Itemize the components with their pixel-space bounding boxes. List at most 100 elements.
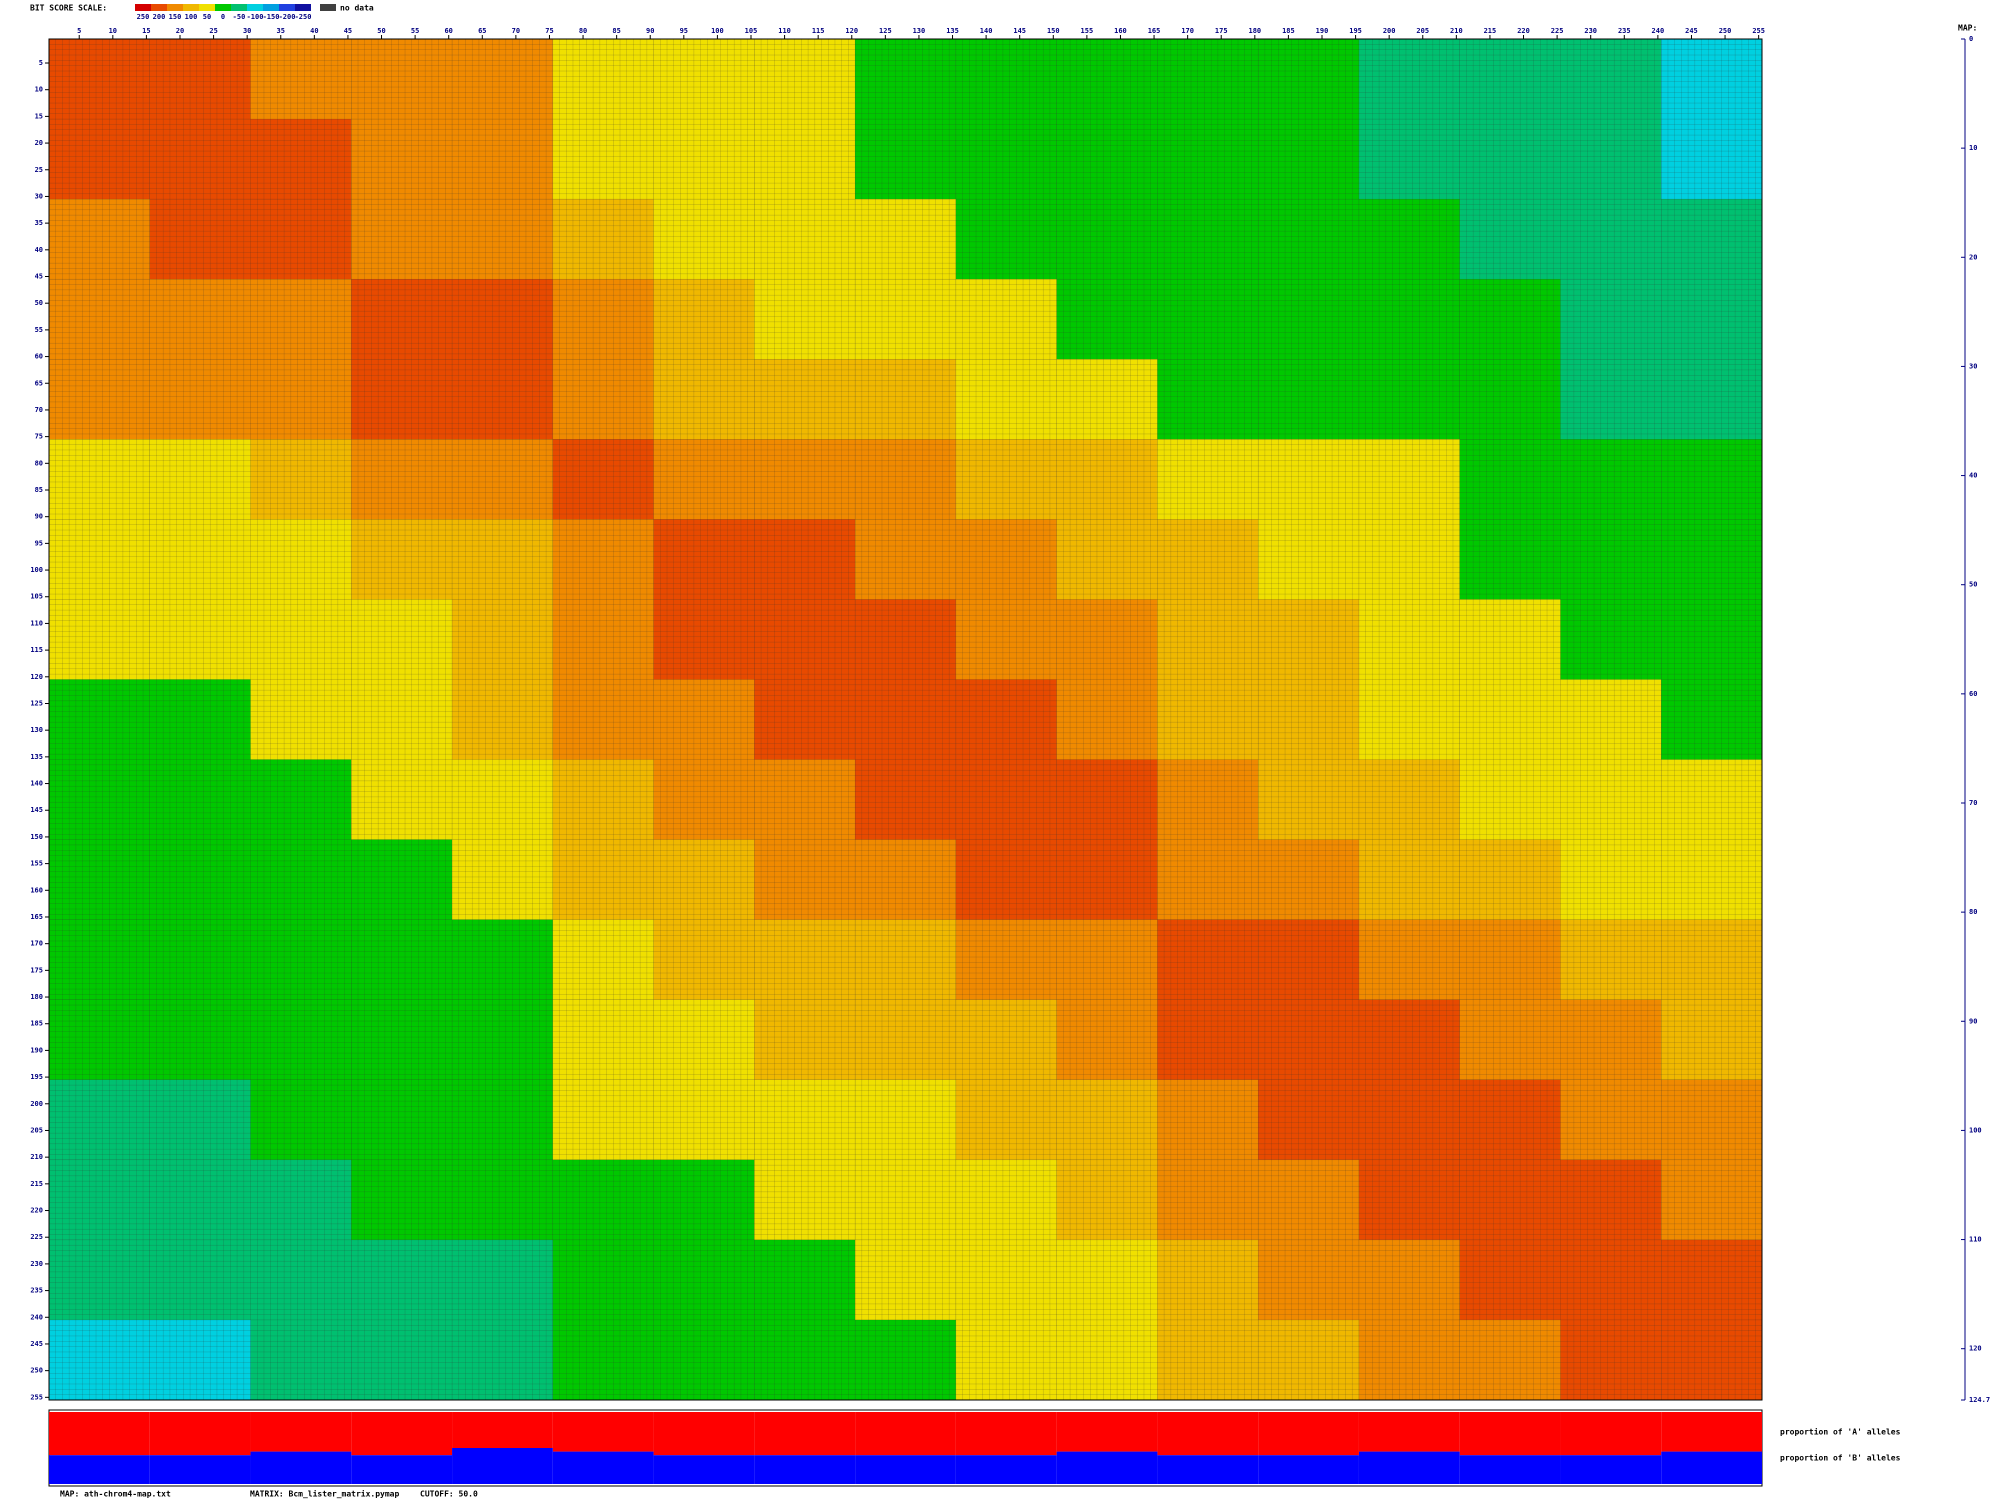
x-tick-label: 220 — [1517, 27, 1530, 35]
map-tick-label: 40 — [1969, 472, 1977, 480]
heatmap-cell — [1258, 999, 1359, 1080]
heatmap-cell — [1661, 1319, 1762, 1400]
heatmap-cell — [552, 39, 654, 120]
heatmap-cell — [1157, 199, 1259, 280]
heatmap-cell — [49, 1079, 150, 1160]
heatmap-cell — [754, 1079, 856, 1160]
y-tick-label: 220 — [30, 1207, 43, 1215]
x-tick-label: 185 — [1282, 27, 1295, 35]
heatmap-cell — [1560, 599, 1662, 680]
heatmap-cell — [855, 519, 956, 600]
heatmap-cell — [1157, 519, 1259, 600]
x-tick-label: 110 — [778, 27, 791, 35]
heatmap-cell — [250, 39, 352, 120]
heatmap-cell — [653, 999, 755, 1080]
heatmap-cell — [653, 599, 755, 680]
y-tick-label: 200 — [30, 1100, 43, 1108]
y-tick-label: 25 — [35, 166, 43, 174]
heatmap-cell — [552, 1079, 654, 1160]
heatmap-cell — [653, 759, 755, 840]
heatmap-cell — [855, 999, 956, 1080]
heatmap-cell — [49, 199, 150, 280]
heatmap-cell — [250, 519, 352, 600]
x-tick-label: 85 — [612, 27, 620, 35]
y-tick-label: 240 — [30, 1313, 43, 1321]
y-tick-label: 15 — [35, 112, 43, 120]
footer-cutoff: CUTOFF: 50.0 — [420, 1490, 478, 1499]
heatmap-cell — [955, 199, 1057, 280]
x-tick-label: 230 — [1584, 27, 1597, 35]
heatmap-cell — [351, 439, 453, 520]
allele-bar — [955, 1455, 1057, 1484]
heatmap-cell — [955, 39, 1057, 120]
y-tick-label: 105 — [30, 593, 43, 601]
y-tick-label: 55 — [35, 326, 43, 334]
heatmap-cell — [250, 1319, 352, 1400]
heatmap-cell — [1661, 1239, 1762, 1320]
heatmap-cell — [1358, 839, 1460, 920]
heatmap-cell — [149, 1239, 251, 1320]
x-tick-label: 160 — [1114, 27, 1127, 35]
heatmap-cell — [1358, 359, 1460, 440]
heatmap-cell — [552, 279, 654, 360]
heatmap-cell — [351, 919, 453, 1000]
map-tick-label: 70 — [1969, 799, 1977, 807]
allele-bar — [49, 1455, 150, 1484]
heatmap-cell — [149, 839, 251, 920]
y-tick-label: 85 — [35, 486, 43, 494]
heatmap-cell — [452, 359, 553, 440]
heatmap-cell — [250, 279, 352, 360]
heatmap-cell — [1661, 39, 1762, 120]
heatmap-cell — [351, 839, 453, 920]
y-tick-label: 100 — [30, 566, 43, 574]
heatmap-cell — [452, 999, 553, 1080]
heatmap-cell — [1661, 1079, 1762, 1160]
heatmap-cell — [1258, 1319, 1359, 1400]
heatmap-cell — [754, 199, 856, 280]
map-tick-label: 110 — [1969, 1236, 1982, 1244]
heatmap-cell — [1157, 1079, 1259, 1160]
y-tick-label: 120 — [30, 673, 43, 681]
heatmap-cell — [754, 1319, 856, 1400]
y-tick-label: 235 — [30, 1287, 43, 1295]
heatmap-cell — [754, 359, 856, 440]
heatmap-cell — [452, 519, 553, 600]
heatmap-cell — [1157, 759, 1259, 840]
y-tick-label: 125 — [30, 699, 43, 707]
map-tick-label: 0 — [1969, 35, 1973, 43]
heatmap-cell — [1560, 39, 1662, 120]
heatmap-cell — [452, 599, 553, 680]
heatmap-cell — [855, 439, 956, 520]
allele-bar — [250, 1451, 352, 1484]
heatmap-cell — [1056, 1079, 1158, 1160]
heatmap-cell — [1258, 39, 1359, 120]
heatmap-cell — [49, 119, 150, 200]
heatmap-cell — [250, 679, 352, 760]
x-tick-label: 45 — [344, 27, 352, 35]
heatmap-cell — [351, 359, 453, 440]
allele-bar — [351, 1412, 453, 1456]
heatmap-cell — [1157, 919, 1259, 1000]
y-tick-label: 90 — [35, 513, 43, 521]
heatmap-cell — [855, 1239, 956, 1320]
heatmap-cell — [955, 839, 1057, 920]
heatmap-cell — [250, 359, 352, 440]
heatmap-cell — [250, 1239, 352, 1320]
heatmap-cell — [1459, 919, 1561, 1000]
heatmap-cell — [754, 439, 856, 520]
y-tick-label: 185 — [30, 1020, 43, 1028]
heatmap-cell — [552, 919, 654, 1000]
heatmap-cell — [1459, 999, 1561, 1080]
heatmap-cell — [1157, 359, 1259, 440]
y-tick-label: 35 — [35, 219, 43, 227]
heatmap-cell — [754, 919, 856, 1000]
heatmap-cell — [1056, 519, 1158, 600]
heatmap-cell — [552, 439, 654, 520]
heatmap-cell — [754, 839, 856, 920]
legend-swatch — [247, 4, 263, 11]
heatmap-cell — [855, 679, 956, 760]
heatmap-cell — [149, 439, 251, 520]
heatmap-cell — [855, 919, 956, 1000]
heatmap-cell — [149, 519, 251, 600]
